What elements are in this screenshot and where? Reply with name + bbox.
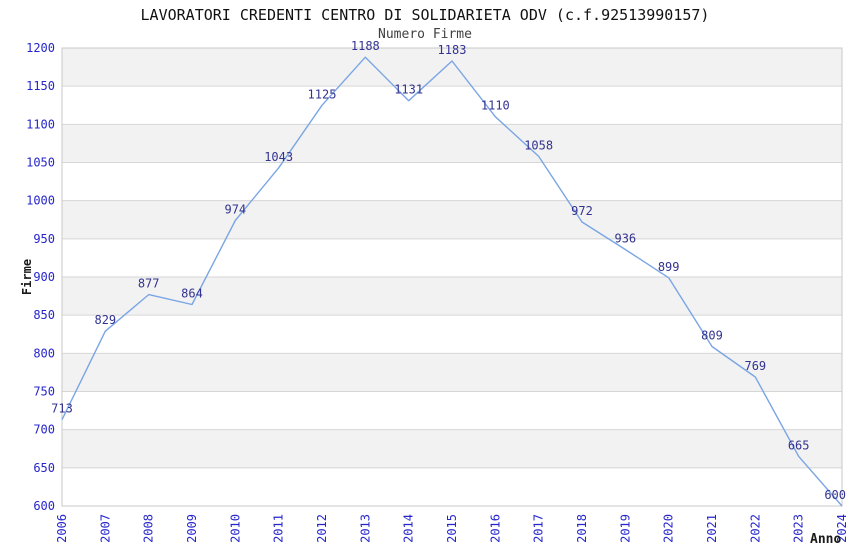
y-tick-label: 850: [33, 308, 55, 322]
x-tick-label: 2007: [98, 514, 112, 543]
plot-border: [61, 47, 843, 507]
grid-band: [62, 48, 842, 87]
grid-band: [62, 86, 842, 125]
x-tick-label: 2024: [835, 514, 849, 543]
data-point-label: 936: [614, 232, 636, 246]
y-tick-label: 1050: [26, 156, 55, 170]
data-point-label: 1131: [394, 83, 423, 97]
chart-title: LAVORATORI CREDENTI CENTRO DI SOLIDARIET…: [140, 6, 710, 24]
grid-band: [62, 391, 842, 430]
x-tick-label: 2017: [532, 514, 546, 543]
data-point-label: 1188: [351, 39, 380, 53]
grid-band: [62, 315, 842, 354]
data-point-label: 713: [51, 402, 73, 416]
grid-band: [62, 162, 842, 201]
grid-band: [62, 124, 842, 163]
grid-band: [62, 353, 842, 392]
y-tick-label: 1200: [26, 41, 55, 55]
x-tick-label: 2010: [228, 514, 242, 543]
grid-band: [62, 277, 842, 316]
y-tick-label: 900: [33, 270, 55, 284]
x-tick-label: 2020: [662, 514, 676, 543]
x-tick-label: 2019: [618, 514, 632, 543]
y-tick-label: 1000: [26, 194, 55, 208]
grid-band: [62, 467, 842, 506]
y-tick-label: 750: [33, 385, 55, 399]
x-tick-label: 2016: [488, 514, 502, 543]
x-tick-label: 2022: [748, 514, 762, 543]
x-axis-title: Anno: [810, 532, 842, 547]
data-point-label: 899: [658, 260, 680, 274]
y-tick-label: 700: [33, 423, 55, 437]
data-point-label: 974: [224, 203, 246, 217]
x-tick-label: 2013: [358, 514, 372, 543]
y-tick-label: 950: [33, 232, 55, 246]
y-axis-title: Firme: [20, 258, 34, 296]
y-tick-label: 1150: [26, 79, 55, 93]
y-tick-label: 1100: [26, 117, 55, 131]
data-point-label: 1125: [308, 87, 337, 101]
series-line: [61, 56, 843, 507]
data-point-label: 809: [701, 328, 723, 342]
data-point-label: 1110: [481, 99, 510, 113]
x-tick-label: 2008: [142, 514, 156, 543]
x-tick-label: 2023: [792, 514, 806, 543]
x-tick-label: 2014: [402, 514, 416, 543]
data-point-label: 769: [744, 359, 766, 373]
x-tick-label: 2012: [315, 514, 329, 543]
x-tick-label: 2021: [705, 514, 719, 543]
data-point-label: 877: [138, 277, 160, 291]
data-point-label: 1043: [264, 150, 293, 164]
data-point-label: 1183: [438, 43, 467, 57]
data-point-label: 864: [181, 286, 203, 300]
data-point-label: 665: [788, 438, 810, 452]
x-tick-label: 2006: [55, 514, 69, 543]
y-tick-label: 600: [33, 499, 55, 513]
chart-subtitle: Numero Firme: [378, 27, 472, 42]
y-tick-label: 800: [33, 346, 55, 360]
x-tick-label: 2015: [445, 514, 459, 543]
y-tick-label: 650: [33, 461, 55, 475]
x-tick-label: 2018: [575, 514, 589, 543]
grid-band: [62, 200, 842, 239]
grid-band: [62, 238, 842, 277]
x-tick-label: 2009: [185, 514, 199, 543]
grid-band: [62, 429, 842, 468]
data-point-label: 1058: [524, 138, 553, 152]
data-point-label: 829: [94, 313, 116, 327]
data-point-label: 600: [824, 488, 846, 502]
x-tick-label: 2011: [272, 514, 286, 543]
data-point-label: 972: [571, 204, 593, 218]
